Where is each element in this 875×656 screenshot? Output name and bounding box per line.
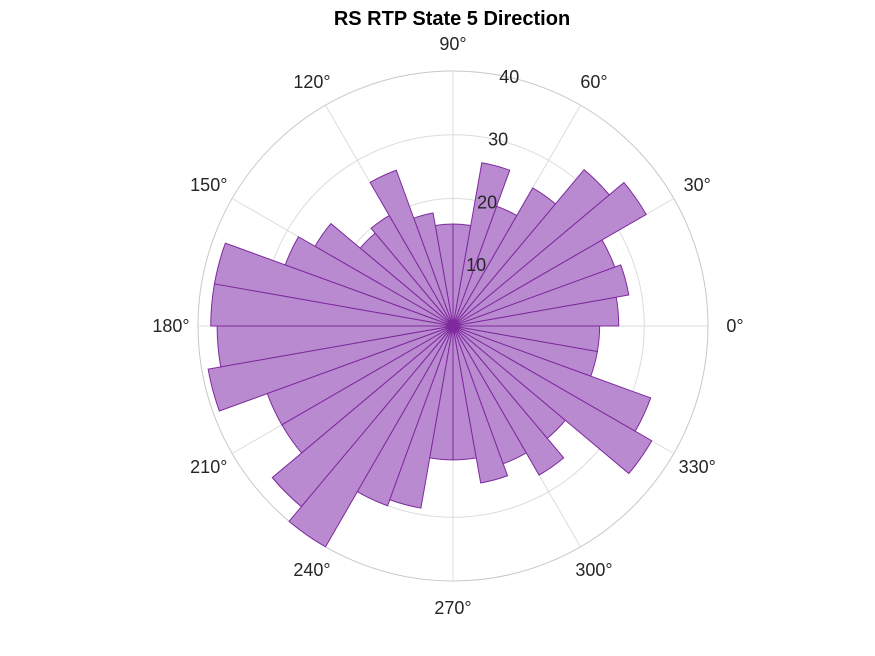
theta-tick-label-300: 300° [575, 560, 612, 580]
theta-tick-label-330: 330° [679, 457, 716, 477]
r-tick-label-10: 10 [466, 255, 486, 275]
bar-330-deg [452, 325, 652, 432]
labels-group: 0° 30° 60° 90° 120° 150° 180° 210° 240° 270° 300° 3… [152, 34, 743, 618]
theta-tick-label-120: 120° [293, 72, 330, 92]
r-tick-label-20: 20 [477, 192, 497, 212]
bar-110-deg [369, 169, 454, 327]
bar-50-deg [452, 187, 557, 327]
r-tick-label-40: 40 [499, 67, 519, 87]
theta-tick-label-0: 0° [726, 316, 743, 336]
theta-tick-label-60: 60° [580, 72, 607, 92]
bar-10-deg [452, 264, 630, 327]
bar-240-deg [356, 325, 454, 507]
bar-170-deg [210, 283, 454, 327]
bar-40-deg [452, 169, 610, 327]
bar-190-deg [207, 325, 454, 412]
center-dot [448, 321, 458, 331]
bar-30-deg [452, 181, 647, 327]
theta-tick-label-270: 270° [434, 598, 471, 618]
theta-tick-label-90: 90° [439, 34, 466, 54]
r-tick-label-30: 30 [488, 130, 508, 150]
theta-tick-label-30: 30° [684, 175, 711, 195]
theta-tick-label-150: 150° [190, 175, 227, 195]
bar-70-deg [452, 162, 511, 327]
chart-title: RS RTP State 5 Direction [334, 8, 570, 30]
bars-group [207, 162, 653, 548]
bar-120-deg [370, 214, 454, 327]
theta-tick-label-210: 210° [190, 457, 227, 477]
bar-350-deg [452, 325, 601, 353]
bar-280-deg [452, 325, 509, 484]
theta-tick-label-180: 180° [152, 316, 189, 336]
bar-300-deg [452, 325, 565, 476]
bar-320-deg [452, 325, 653, 475]
bar-230-deg [288, 325, 454, 548]
theta-tick-label-240: 240° [293, 560, 330, 580]
bar-250-deg [389, 325, 454, 509]
